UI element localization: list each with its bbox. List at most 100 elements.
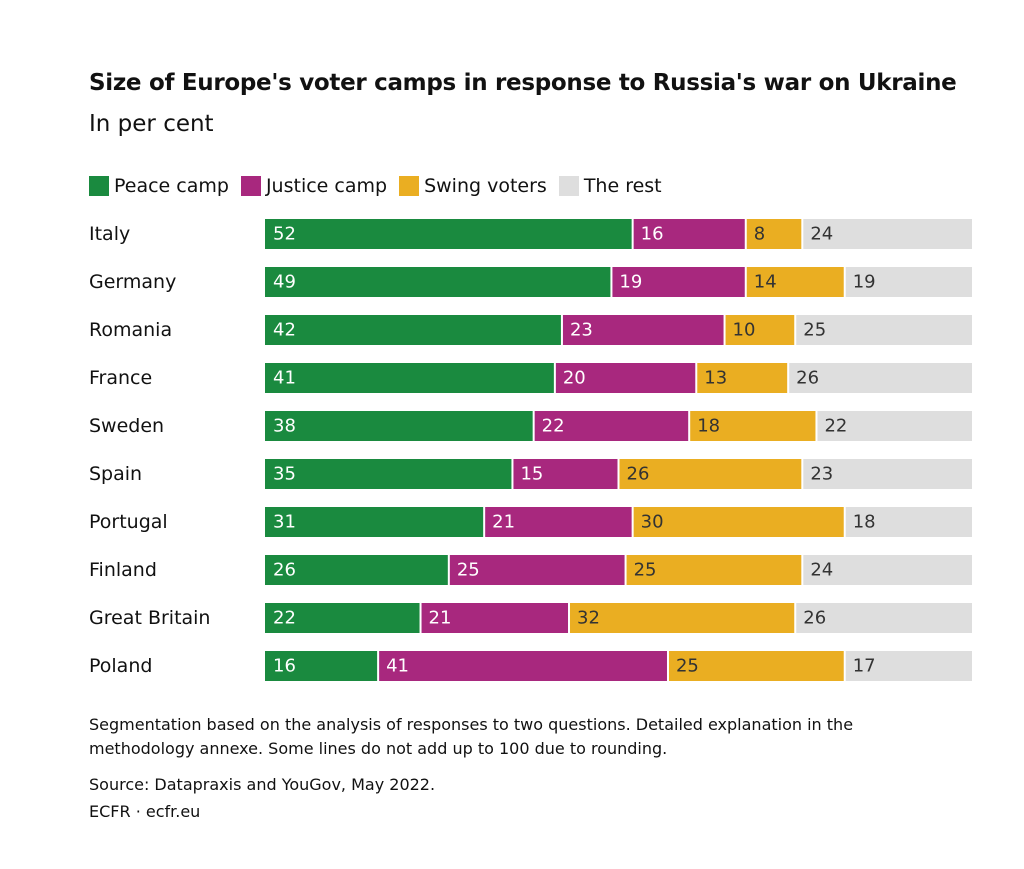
bar-separator — [447, 555, 450, 585]
data-label-portugal-the-rest: 18 — [853, 512, 876, 533]
legend-label-peace-camp: Peace camp — [114, 175, 229, 197]
data-label-romania-the-rest: 25 — [803, 320, 826, 341]
bar-separator — [532, 411, 535, 441]
bar-great-britain-swing-voters — [569, 603, 796, 633]
category-label-germany: Germany — [89, 271, 176, 293]
bar-separator — [843, 507, 846, 537]
legend-swatch-justice-camp — [240, 176, 261, 196]
data-label-germany-justice-camp: 19 — [619, 272, 642, 293]
chart-credit: ECFR · ecfr.eu — [89, 802, 201, 821]
bar-germany-swing-voters — [745, 267, 845, 297]
bar-poland-swing-voters — [667, 651, 845, 681]
bar-separator — [787, 363, 790, 393]
bar-separator — [560, 315, 563, 345]
bar-portugal-swing-voters — [632, 507, 845, 537]
legend-item-swing-voters: Swing voters — [399, 175, 547, 197]
bar-separator — [483, 507, 486, 537]
bar-france-peace-camp — [265, 363, 555, 393]
data-label-italy-swing-voters: 8 — [754, 224, 765, 245]
bar-spain-justice-camp — [512, 459, 619, 489]
bar-portugal-the-rest — [844, 507, 972, 537]
category-label-sweden: Sweden — [89, 415, 164, 437]
data-label-great-britain-justice-camp: 21 — [429, 608, 452, 629]
category-label-poland: Poland — [89, 655, 152, 677]
bar-romania-justice-camp — [561, 315, 725, 345]
bar-italy-the-rest — [802, 219, 972, 249]
data-label-sweden-the-rest: 22 — [824, 416, 847, 437]
category-label-great-britain: Great Britain — [89, 607, 210, 629]
bar-separator — [801, 459, 804, 489]
data-label-france-the-rest: 26 — [796, 368, 819, 389]
bar-great-britain-peace-camp — [265, 603, 421, 633]
chart-notes: Segmentation based on the analysis of re… — [89, 715, 854, 758]
data-label-poland-peace-camp: 16 — [273, 656, 296, 677]
bar-italy-swing-voters — [745, 219, 803, 249]
data-label-great-britain-peace-camp: 22 — [273, 608, 296, 629]
bar-separator — [723, 315, 726, 345]
data-label-portugal-justice-camp: 21 — [492, 512, 515, 533]
data-label-italy-the-rest: 24 — [810, 224, 833, 245]
data-label-romania-peace-camp: 42 — [273, 320, 296, 341]
data-label-germany-peace-camp: 49 — [273, 272, 296, 293]
bar-romania-peace-camp — [265, 315, 562, 345]
data-label-sweden-justice-camp: 22 — [542, 416, 565, 437]
bar-germany-the-rest — [844, 267, 972, 297]
data-label-romania-justice-camp: 23 — [570, 320, 593, 341]
data-label-spain-the-rest: 23 — [810, 464, 833, 485]
data-label-sweden-swing-voters: 18 — [697, 416, 720, 437]
bar-separator — [695, 363, 698, 393]
legend-label-the-rest: The rest — [583, 175, 662, 197]
bar-separator — [624, 555, 627, 585]
bar-separator — [511, 459, 514, 489]
chart-source: Source: Datapraxis and YouGov, May 2022. — [89, 775, 436, 794]
bar-great-britain-justice-camp — [420, 603, 570, 633]
bar-finland-justice-camp — [448, 555, 626, 585]
bar-italy-peace-camp — [265, 219, 633, 249]
bar-sweden-justice-camp — [533, 411, 690, 441]
bar-separator — [631, 507, 634, 537]
bar-france-the-rest — [788, 363, 972, 393]
bar-sweden-the-rest — [816, 411, 972, 441]
bar-separator — [688, 411, 691, 441]
bar-separator — [553, 363, 556, 393]
category-label-portugal: Portugal — [89, 511, 168, 533]
bar-italy-justice-camp — [632, 219, 746, 249]
legend-label-justice-camp: Justice camp — [265, 175, 388, 197]
bar-romania-the-rest — [795, 315, 972, 345]
bar-separator — [631, 219, 634, 249]
category-label-spain: Spain — [89, 463, 142, 485]
data-label-france-swing-voters: 13 — [704, 368, 727, 389]
data-label-portugal-swing-voters: 30 — [641, 512, 664, 533]
bar-poland-justice-camp — [378, 651, 668, 681]
data-label-poland-the-rest: 17 — [853, 656, 876, 677]
bar-separator — [744, 267, 747, 297]
bar-separator — [794, 315, 797, 345]
bar-separator — [610, 267, 613, 297]
bar-separator — [843, 267, 846, 297]
data-label-poland-justice-camp: 41 — [386, 656, 409, 677]
data-label-spain-swing-voters: 26 — [627, 464, 650, 485]
bar-separator — [801, 555, 804, 585]
data-label-sweden-peace-camp: 38 — [273, 416, 296, 437]
data-label-france-peace-camp: 41 — [273, 368, 296, 389]
bar-finland-swing-voters — [625, 555, 803, 585]
legend-swatch-swing-voters — [399, 176, 420, 196]
bar-finland-peace-camp — [265, 555, 449, 585]
bar-separator — [419, 603, 422, 633]
legend-label-swing-voters: Swing voters — [424, 175, 547, 197]
bar-sweden-swing-voters — [689, 411, 817, 441]
data-label-finland-peace-camp: 26 — [273, 560, 296, 581]
legend-item-the-rest: The rest — [558, 175, 662, 197]
bar-separator — [744, 219, 747, 249]
bar-spain-the-rest — [802, 459, 972, 489]
data-label-italy-justice-camp: 16 — [641, 224, 664, 245]
bar-poland-peace-camp — [265, 651, 379, 681]
chart-title: Size of Europe's voter camps in response… — [89, 70, 957, 96]
bar-portugal-peace-camp — [265, 507, 485, 537]
bar-separator — [568, 603, 571, 633]
legend-swatch-the-rest — [558, 176, 579, 196]
bar-finland-the-rest — [802, 555, 972, 585]
legend-item-peace-camp: Peace camp — [89, 175, 229, 197]
chart-subtitle: In per cent — [89, 111, 214, 137]
